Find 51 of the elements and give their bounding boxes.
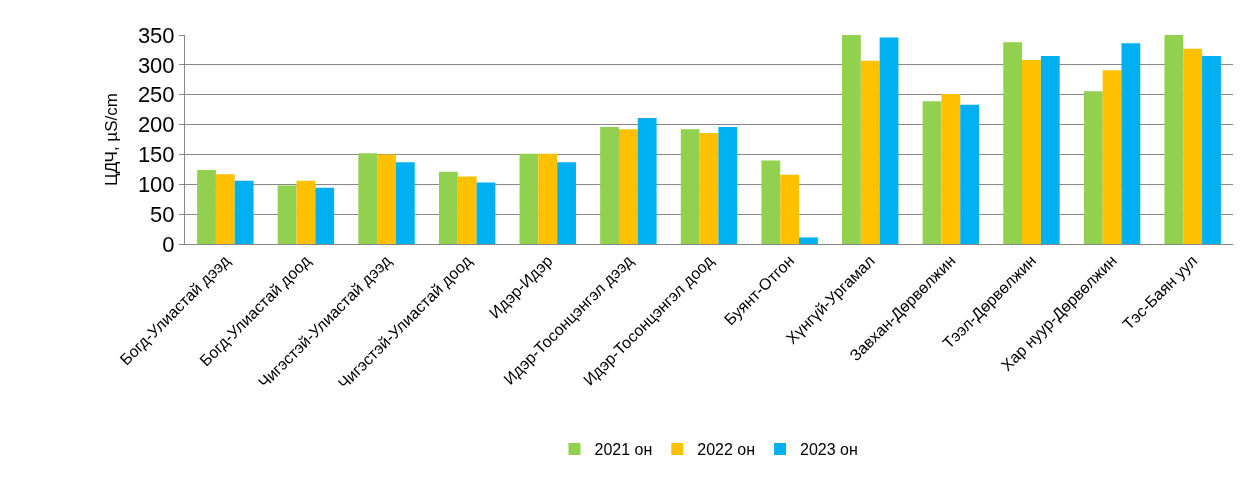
bar bbox=[922, 101, 942, 244]
bar bbox=[438, 171, 458, 244]
bar bbox=[457, 176, 477, 244]
y-tick-label: 350 bbox=[137, 22, 175, 48]
bar bbox=[377, 154, 396, 244]
bar bbox=[519, 153, 539, 244]
bar bbox=[277, 185, 297, 244]
bar bbox=[358, 153, 378, 244]
bar bbox=[557, 162, 576, 244]
bar bbox=[860, 60, 880, 244]
bar bbox=[761, 160, 781, 244]
bar bbox=[395, 162, 415, 244]
bar bbox=[718, 126, 738, 244]
bar bbox=[879, 37, 899, 244]
bar bbox=[1003, 42, 1023, 244]
y-axis-title: ЦДЧ, µS/cm bbox=[102, 93, 122, 186]
y-tick-label: 300 bbox=[137, 52, 175, 78]
bar bbox=[296, 180, 316, 244]
legend-label: 2023 он bbox=[800, 441, 858, 459]
bar bbox=[1102, 70, 1122, 244]
bar bbox=[960, 104, 980, 244]
bar bbox=[780, 174, 800, 244]
y-tick-label: 200 bbox=[137, 112, 175, 138]
bar bbox=[941, 94, 961, 244]
legend-label: 2022 он bbox=[697, 441, 756, 459]
bar bbox=[476, 182, 496, 244]
bar bbox=[197, 169, 216, 244]
bar bbox=[1183, 48, 1203, 244]
bar bbox=[1040, 55, 1060, 244]
bar bbox=[637, 118, 657, 244]
bar bbox=[538, 153, 558, 244]
bar bbox=[315, 187, 335, 244]
bar bbox=[680, 129, 700, 244]
bar bbox=[1083, 91, 1103, 244]
y-tick-label: 250 bbox=[137, 82, 175, 108]
bar bbox=[215, 174, 235, 244]
y-tick-label: 150 bbox=[137, 142, 175, 168]
y-tick-label: 100 bbox=[137, 171, 175, 197]
bar bbox=[1202, 55, 1221, 244]
bar bbox=[699, 132, 719, 244]
bar bbox=[1121, 43, 1141, 244]
y-tick-label: 0 bbox=[162, 231, 175, 257]
bar bbox=[234, 180, 254, 244]
bar bbox=[618, 129, 638, 244]
bar bbox=[799, 237, 818, 244]
legend-label: 2021 он bbox=[594, 441, 653, 459]
bar bbox=[1164, 35, 1184, 244]
y-tick-label: 50 bbox=[150, 201, 175, 227]
bar bbox=[600, 126, 619, 244]
bar bbox=[1022, 60, 1041, 244]
bar bbox=[842, 35, 861, 244]
